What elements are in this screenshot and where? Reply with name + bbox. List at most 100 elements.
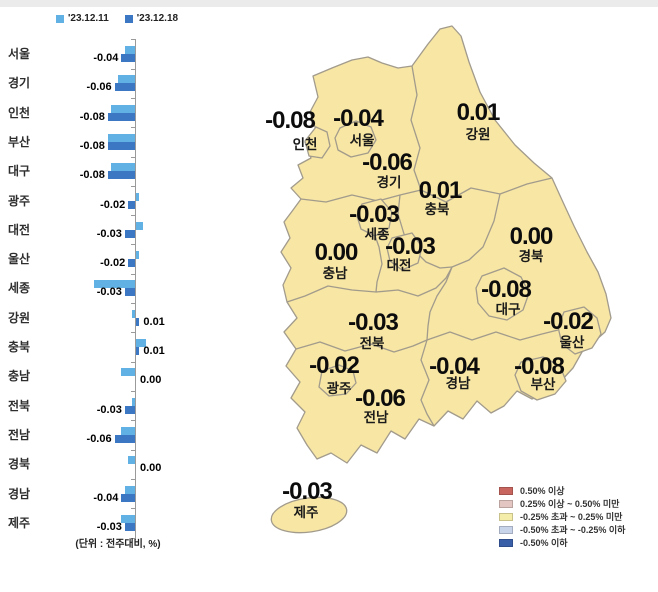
bar-curr [136,317,140,326]
axis-tick [131,449,135,451]
bar-row-label: 세종 [8,281,31,296]
axis-tick [131,156,135,158]
axis-tick [131,39,135,41]
map-region-name-label: 전북 [360,335,385,351]
map-region-daejeon [386,232,423,271]
bar-row-label: 전북 [8,398,31,413]
bar-curr [124,405,135,414]
bar-value-label: -0.06 [86,81,112,94]
map-city-enclaves [270,120,602,534]
axis-tick [131,185,135,187]
series-legend-label: '23.12.18 [136,13,179,24]
map-legend-row: -0.25% 초과 ~ 0.25% 미만 [499,510,625,523]
map-value-label: -0.03 [349,201,399,228]
map-region-name-label: 경북 [519,248,544,264]
bar-prev [131,397,135,406]
map-region-name-label: 제주 [294,505,319,520]
bar-row-label: 강원 [8,310,31,325]
map-legend-label: -0.50% 이하 [520,538,568,548]
bar-value-label: -0.08 [79,110,105,123]
bar-row-label: 충북 [8,340,31,354]
bar-row-label: 전남 [8,427,31,442]
map-region-name-label: 대구 [496,302,521,317]
series-legend-item: '23.12.11 [56,13,109,24]
map-legend-swatch [499,499,513,508]
map-legend-swatch [499,512,513,521]
bar-row-label: 충남 [8,369,31,384]
axis-tick [131,420,135,422]
bar-prev [111,163,135,172]
bar-row-label: 경북 [8,457,31,472]
bar-value-label: -0.03 [96,520,122,533]
bar-value-label: -0.03 [96,403,122,416]
map-value-label: -0.04 [333,105,384,132]
bar-curr [114,83,135,92]
axis-tick [131,98,135,99]
map-value-label: -0.02 [309,352,359,379]
bar-curr [107,171,135,180]
map-region-name-label: 경남 [446,375,471,391]
bar-row-label: 경기 [8,76,31,91]
map-value-label: 0.01 [457,99,500,126]
map-region-daegu [475,267,530,321]
bar-value-label: -0.08 [79,139,105,152]
bar-curr [136,347,140,355]
bar-curr [121,54,135,62]
bar-row-label: 인천 [8,105,31,120]
bar-row-label: 제주 [8,515,31,530]
bar-value-label: -0.03 [96,227,122,240]
map-legend-row: 0.25% 이상 ~ 0.50% 미만 [499,497,625,510]
bar-value-label: -0.02 [100,198,126,211]
series-legend-swatch [124,14,133,23]
unit-note: (단위 : 전주대비, %) [75,539,161,550]
map-legend-label: -0.50% 초과 ~ -0.25% 이하 [520,525,626,535]
map-region-jeju [270,496,348,534]
bar-prev [136,221,143,230]
map-value-label: 0.00 [510,223,553,250]
bar-prev [107,133,135,142]
axis-tick [131,244,135,246]
map-region-name-label: 광주 [327,380,352,396]
map-region-name-label: 전남 [364,409,389,425]
map-region-name-label: 충남 [323,265,348,281]
bar-curr [124,522,135,531]
map-value-label: -0.08 [265,107,315,134]
top-gray-strip [0,0,658,7]
bar-prev [136,339,147,347]
bar-prev [136,251,140,260]
axis-tick [131,361,135,363]
map-legend-label: 0.25% 이상 ~ 0.50% 미만 [520,499,620,509]
bar-prev [124,46,135,54]
map-legend-swatch [499,538,513,547]
map-region-name-label: 부산 [531,376,556,392]
bar-prev [124,485,135,494]
map-region-sejong [356,198,393,237]
map-region-name-label: 세종 [365,227,390,242]
bar-row-label: 서울 [8,47,31,61]
map-legend-swatch [499,486,513,495]
bar-prev [118,75,135,84]
bar-curr [107,141,135,150]
map-region-name-label: 경기 [377,174,402,190]
map-region-name-label: 울산 [560,334,585,350]
series-legend-swatch [56,14,64,23]
bar-prev [136,192,140,201]
bar-prev [121,426,135,435]
map-legend-swatch [499,525,513,534]
bar-row-label: 대구 [8,164,31,179]
map-legend: 0.50% 이상 0.25% 이상 ~ 0.50% 미만 -0.25% 초과 ~ 0… [499,484,625,549]
axis-tick [131,508,135,510]
map-value-label: -0.02 [543,308,593,335]
map-legend-row: -0.50% 초과 ~ -0.25% 이하 [499,523,625,536]
map-value-label: -0.06 [355,385,405,412]
bar-row-label: 경남 [8,486,31,501]
series-legend-item: '23.12.18 [124,13,179,24]
bar-value-label: -0.06 [86,432,112,445]
bar-prev [94,280,135,289]
bar-prev [111,104,135,113]
axis-tick [131,68,135,70]
axis-tick [131,332,135,334]
